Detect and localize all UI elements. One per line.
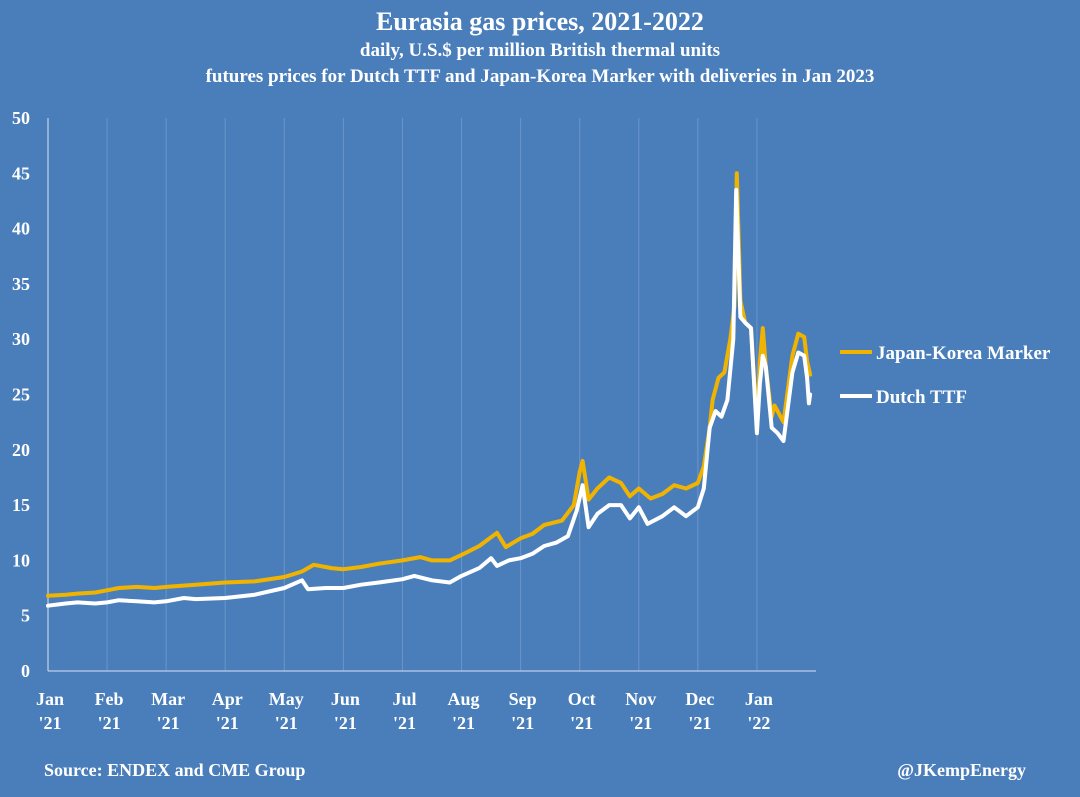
source-note: Source: ENDEX and CME Group xyxy=(44,760,306,780)
y-tick-label-4: 20 xyxy=(12,440,30,460)
y-tick-label-6: 30 xyxy=(12,329,30,349)
series-line-dutch-ttf xyxy=(46,187,813,608)
legend-label-1: Dutch TTF xyxy=(876,387,967,408)
x-tick-label-2: Mar xyxy=(151,689,185,709)
x-tick-year-4: '21 xyxy=(275,713,298,733)
x-tick-label-8: Sep xyxy=(509,689,537,709)
x-tick-label-0: Jan xyxy=(36,689,64,709)
x-tick-label-9: Oct xyxy=(568,689,596,709)
y-tick-label-9: 45 xyxy=(12,163,30,183)
x-tick-year-10: '21 xyxy=(629,713,652,733)
x-tick-year-8: '21 xyxy=(511,713,534,733)
x-tick-label-6: Jul xyxy=(392,689,416,709)
x-tick-label-1: Feb xyxy=(95,689,124,709)
x-tick-label-11: Dec xyxy=(685,689,714,709)
x-tick-year-1: '21 xyxy=(98,713,121,733)
y-tick-label-5: 25 xyxy=(12,385,30,405)
chart-subtitle-1: daily, U.S.$ per million British thermal… xyxy=(359,40,721,61)
x-tick-year-3: '21 xyxy=(216,713,239,733)
chart-subtitle-2: futures prices for Dutch TTF and Japan-K… xyxy=(205,66,875,87)
y-tick-label-7: 35 xyxy=(12,274,30,294)
y-tick-label-0: 0 xyxy=(21,661,30,681)
y-tick-label-2: 10 xyxy=(12,550,30,570)
y-tick-label-1: 5 xyxy=(21,606,30,626)
x-tick-label-4: May xyxy=(269,689,304,709)
x-tick-label-3: Apr xyxy=(212,689,243,709)
x-tick-label-7: Aug xyxy=(448,689,480,709)
y-tick-label-10: 50 xyxy=(12,108,30,128)
author-credit: @JKempEnergy xyxy=(897,760,1026,780)
x-tick-label-5: Jun xyxy=(331,689,360,709)
chart-title: Eurasia gas prices, 2021-2022 xyxy=(376,7,704,36)
x-tick-label-12: Jan xyxy=(745,689,773,709)
series-line-japan-korea-marker xyxy=(46,171,813,598)
x-tick-year-9: '21 xyxy=(570,713,593,733)
x-tick-label-10: Nov xyxy=(625,689,656,709)
x-tick-year-11: '21 xyxy=(688,713,711,733)
y-tick-label-3: 15 xyxy=(12,495,30,515)
x-tick-year-7: '21 xyxy=(452,713,475,733)
title-block: Eurasia gas prices, 2021-2022 daily, U.S… xyxy=(0,6,1080,90)
x-tick-year-12: '22 xyxy=(747,713,770,733)
x-tick-year-6: '21 xyxy=(393,713,416,733)
x-tick-year-2: '21 xyxy=(157,713,180,733)
x-tick-year-0: '21 xyxy=(38,713,61,733)
y-tick-label-8: 40 xyxy=(12,219,30,239)
legend-label-0: Japan-Korea Marker xyxy=(876,343,1051,364)
x-tick-year-5: '21 xyxy=(334,713,357,733)
